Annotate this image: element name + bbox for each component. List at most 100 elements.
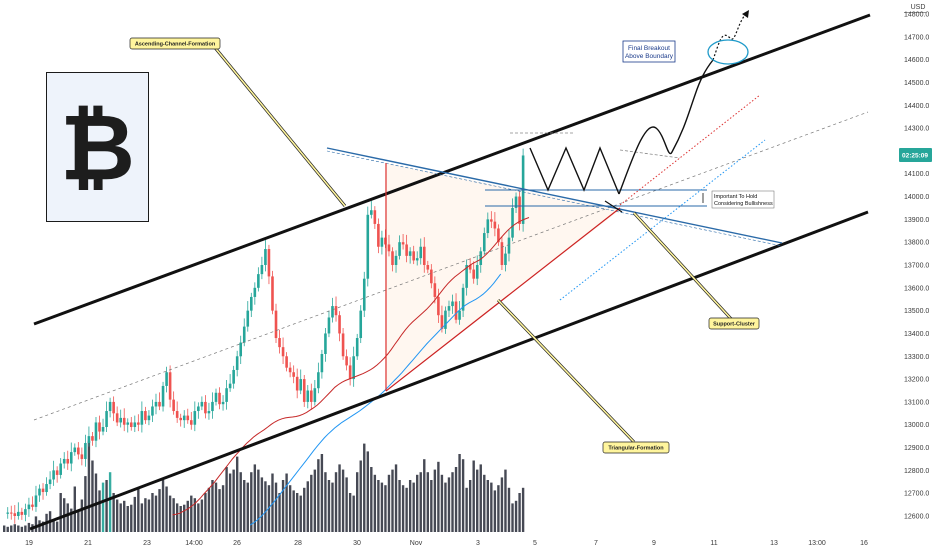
candle (158, 392, 161, 411)
candle-body (274, 310, 278, 339)
candle-body (239, 342, 243, 357)
candle-body (20, 511, 24, 515)
candle (165, 366, 168, 393)
candle-body (391, 251, 394, 265)
candle (225, 380, 228, 410)
triangle-upper-dashed (326, 150, 783, 247)
time-tick-label: 21 (84, 540, 92, 547)
volume-bar (186, 500, 189, 532)
candle-body (242, 326, 246, 343)
candle (373, 206, 377, 229)
candle-body (334, 306, 338, 316)
candle-body (405, 244, 408, 256)
candle-body (154, 401, 158, 407)
candle-body (482, 233, 486, 252)
volume-bar (465, 487, 468, 532)
candle-body (228, 383, 232, 389)
candle-body (511, 207, 514, 238)
candle-body (207, 411, 211, 414)
candle (140, 401, 144, 433)
breakout-dotted (712, 14, 746, 61)
candle (91, 432, 94, 446)
time-axis[interactable]: 19 21 23 14:00 26 28 30 Nov 3 5 7 9 11 13 13:00 16 (25, 540, 868, 547)
volume-bar (105, 480, 108, 532)
candle (168, 365, 172, 408)
volume-bar (119, 503, 122, 532)
candle (338, 311, 341, 342)
candle (514, 192, 518, 213)
candle-body (278, 338, 281, 348)
candle-body (172, 399, 175, 412)
price-axis[interactable]: USD 12600.0 12700.0 12800.0 12900.0 13000.0 13… (898, 0, 932, 550)
volume-bar (394, 464, 398, 532)
candle (24, 503, 27, 522)
candle (264, 239, 267, 272)
candle (73, 443, 77, 456)
candle (161, 381, 165, 412)
candle (447, 300, 451, 318)
candle-body (299, 379, 303, 391)
candle (101, 418, 105, 436)
volume-bar (112, 493, 115, 532)
time-tick-label: 30 (353, 540, 361, 547)
candle-body (129, 422, 133, 428)
candle-body (486, 219, 490, 234)
volume-bar (433, 469, 437, 532)
volume-bar (447, 477, 451, 532)
volume-bar (440, 474, 444, 532)
candle-body (98, 422, 101, 432)
volume-bar (278, 493, 281, 532)
volume-bar (479, 464, 482, 532)
volume-bar (260, 477, 264, 532)
volume-bar (366, 451, 369, 532)
axis-background (898, 0, 932, 550)
candle-body (380, 237, 384, 247)
candle (497, 224, 500, 246)
candle (426, 260, 430, 274)
volume-bar (264, 481, 267, 532)
candle (422, 237, 426, 273)
candle (320, 349, 324, 379)
triangle-shade (385, 163, 620, 390)
volume-bar (77, 509, 80, 532)
candle (189, 411, 193, 430)
trend-drawings (29, 10, 871, 531)
volume-bar (345, 477, 348, 532)
candle-body (313, 388, 317, 402)
volume-bar (243, 480, 246, 532)
candle-body (440, 315, 444, 329)
candle-body (197, 406, 200, 412)
candle (412, 245, 415, 265)
bitcoin-icon: ₿ (60, 93, 135, 201)
candle-body (182, 415, 186, 421)
zigzag-projection (529, 146, 620, 195)
volume-bar (500, 477, 504, 532)
volume-bar (221, 485, 225, 532)
candle (380, 230, 384, 255)
volume-bar (384, 485, 387, 532)
volume-bar (41, 521, 45, 532)
volume-bar (303, 487, 306, 532)
candle-body (48, 479, 52, 485)
volume-bar (504, 469, 507, 532)
candle (257, 267, 260, 292)
candle (490, 211, 493, 229)
candle (461, 283, 465, 318)
volume-bar (140, 503, 144, 532)
candle (345, 349, 348, 371)
candle-body (6, 512, 10, 514)
candle (34, 485, 38, 512)
time-tick-label: 13:00 (808, 540, 826, 547)
candle (292, 365, 295, 384)
price-tick-label: 13300.0 (904, 354, 929, 361)
candle (419, 238, 423, 265)
candle-body (24, 509, 27, 515)
ascending-channel-box (129, 37, 221, 50)
candle-body (475, 265, 479, 279)
candle-body (338, 315, 341, 334)
volume-bar (165, 486, 168, 532)
candle (250, 292, 253, 318)
volume-bar (476, 469, 479, 532)
candle (66, 450, 70, 470)
